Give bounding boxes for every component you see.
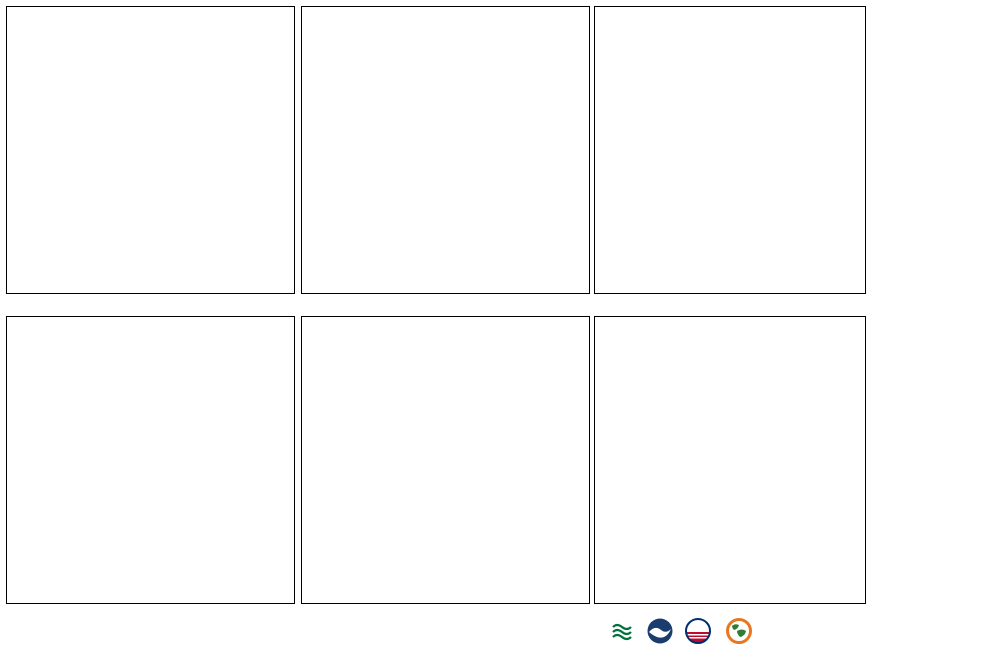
usaid-emblem-icon [685, 618, 711, 644]
usaid-logo [685, 618, 714, 644]
legend [874, 374, 978, 378]
panel-jul7 [6, 2, 295, 294]
precip-map [301, 316, 590, 604]
info-sidebar [872, 0, 980, 649]
usgs-logo [612, 621, 635, 641]
precip-map [594, 316, 866, 604]
panel-jul8 [301, 2, 590, 294]
fewsnet-logo [726, 618, 755, 644]
fewsnet-globe-icon [726, 618, 752, 644]
precip-map [301, 6, 590, 294]
precip-map [6, 316, 295, 604]
panel-jul10 [6, 312, 295, 604]
precip-map [6, 6, 295, 294]
panel-jul12 [594, 312, 866, 604]
noaa-logo [647, 618, 673, 644]
panel-jul9 [594, 2, 866, 294]
usgs-wave-icon [612, 623, 632, 641]
noaa-icon [647, 618, 673, 644]
agency-logos [612, 616, 755, 646]
panel-jul11 [301, 312, 590, 604]
precip-map [594, 6, 866, 294]
